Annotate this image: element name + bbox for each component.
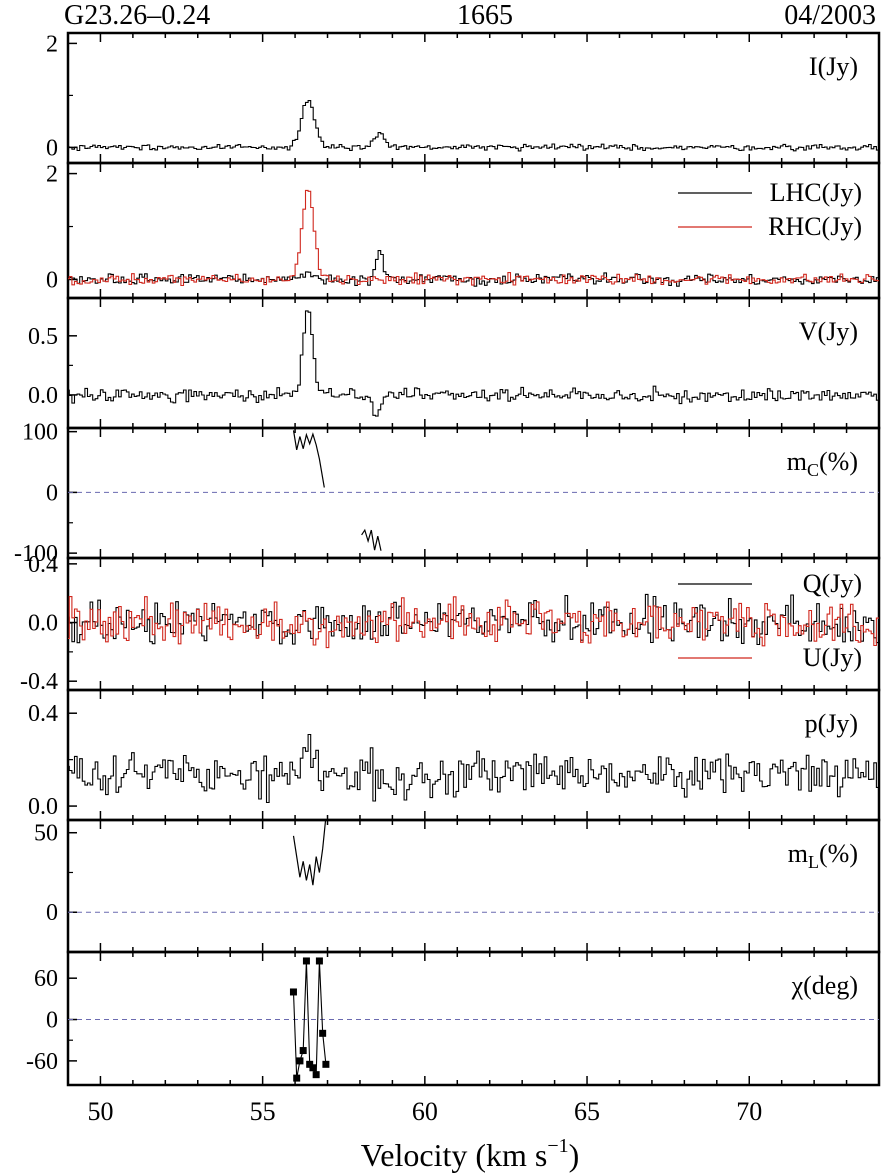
y-tick-label: 0 [46,135,58,161]
panel-label: V(Jy) [799,317,858,346]
data-point [296,1057,304,1065]
panel-frame [66,31,881,165]
panel-3: 0.0 0.5 V(Jy) [28,296,881,430]
x-axis: 50 55 60 65 70 Velocity (km s−1) [87,1097,762,1173]
y-tick-label: 2 [46,31,58,57]
panel-label: p(Jy) [805,709,858,738]
y-tick-label: 0.4 [28,701,58,727]
y-tick-label: -100 [14,541,58,567]
panel-frame [66,296,881,430]
y-tick-label: 0.0 [28,611,58,637]
panel-label: I(Jy) [809,52,858,81]
x-axis-title-sup: −1 [547,1135,568,1157]
data-point [319,1029,327,1037]
panel-7: 0 50 mL(%) [34,818,881,954]
y-tick-label: 0 [46,1008,58,1034]
data-point [289,988,297,996]
series-line [68,250,879,287]
series-line [68,733,879,804]
panel-5: -0.4 0.0 0.4 Q(Jy) U(Jy) [20,552,881,695]
panel-label: χ(deg) [791,971,858,1000]
label-main: m [788,839,808,868]
data-point [293,1074,301,1082]
panel-frame [66,426,881,560]
y-tick-label: 0.4 [28,552,58,578]
data-point [322,1060,330,1068]
data-point [299,1047,307,1055]
y-tick-label: 0 [46,267,58,293]
panel-6: 0.0 0.4 p(Jy) [28,688,881,822]
x-tick-label: 70 [736,1097,762,1126]
series-line [68,596,879,649]
panel-1: 0 2 I(Jy) [46,31,881,165]
x-tick-label: 65 [574,1097,600,1126]
label-main: m [787,447,807,476]
label-subscript: C [807,460,819,480]
x-axis-title-close: ) [569,1137,580,1173]
series-line [68,189,879,287]
panel-label: mL(%) [788,839,858,872]
data-point [302,957,310,965]
label-subscript: L [808,852,819,872]
y-tick-label: 0 [46,480,58,506]
panel-2: 0 2 LHC(Jy) RHC(Jy) [46,162,881,300]
panel-4: -100 0 100 mC(%) [14,420,881,567]
y-tick-label: 0.5 [28,324,58,350]
x-tick-label: 60 [412,1097,438,1126]
y-tick-label: 50 [34,821,58,847]
panel-frame [66,688,881,822]
data-point [309,1064,317,1072]
label-tail: (%) [819,447,858,476]
figure-header: G23.26–0.24 1665 04/2003 [64,0,876,31]
header-source: G23.26–0.24 [64,0,210,31]
data-point [315,957,323,965]
series-line [292,820,327,886]
y-tick-label: 60 [34,966,58,992]
x-axis-title: Velocity (km s−1) [361,1135,580,1173]
legend-label: LHC(Jy) [770,178,862,207]
x-axis-title-main: Velocity (km s [361,1137,548,1173]
header-epoch: 04/2003 [784,0,876,31]
series-line [68,310,879,417]
legend-label: RHC(Jy) [768,212,862,241]
series-line [292,430,325,488]
y-tick-label: -60 [26,1049,58,1075]
y-tick-label: 100 [22,420,58,446]
panel-8: -60 0 60 χ(deg) [26,950,881,1087]
y-tick-label: -0.4 [20,669,58,695]
header-frequency: 1665 [457,0,513,31]
x-tick-label: 55 [250,1097,276,1126]
series-line [68,593,879,646]
x-tick-label: 50 [87,1097,113,1126]
data-point [312,1071,320,1079]
y-tick-label: 0 [46,900,58,926]
legend-label: Q(Jy) [803,569,862,598]
series-line [68,100,879,152]
label-tail: (%) [819,839,858,868]
y-tick-label: 2 [46,162,58,188]
panel-frame [66,950,881,1087]
panel-frame [66,818,881,954]
panel-label: mC(%) [787,447,858,480]
y-tick-label: 0.0 [28,383,58,409]
series-line [361,528,382,551]
y-tick-label: 0.0 [28,794,58,820]
legend-label: U(Jy) [803,643,862,672]
